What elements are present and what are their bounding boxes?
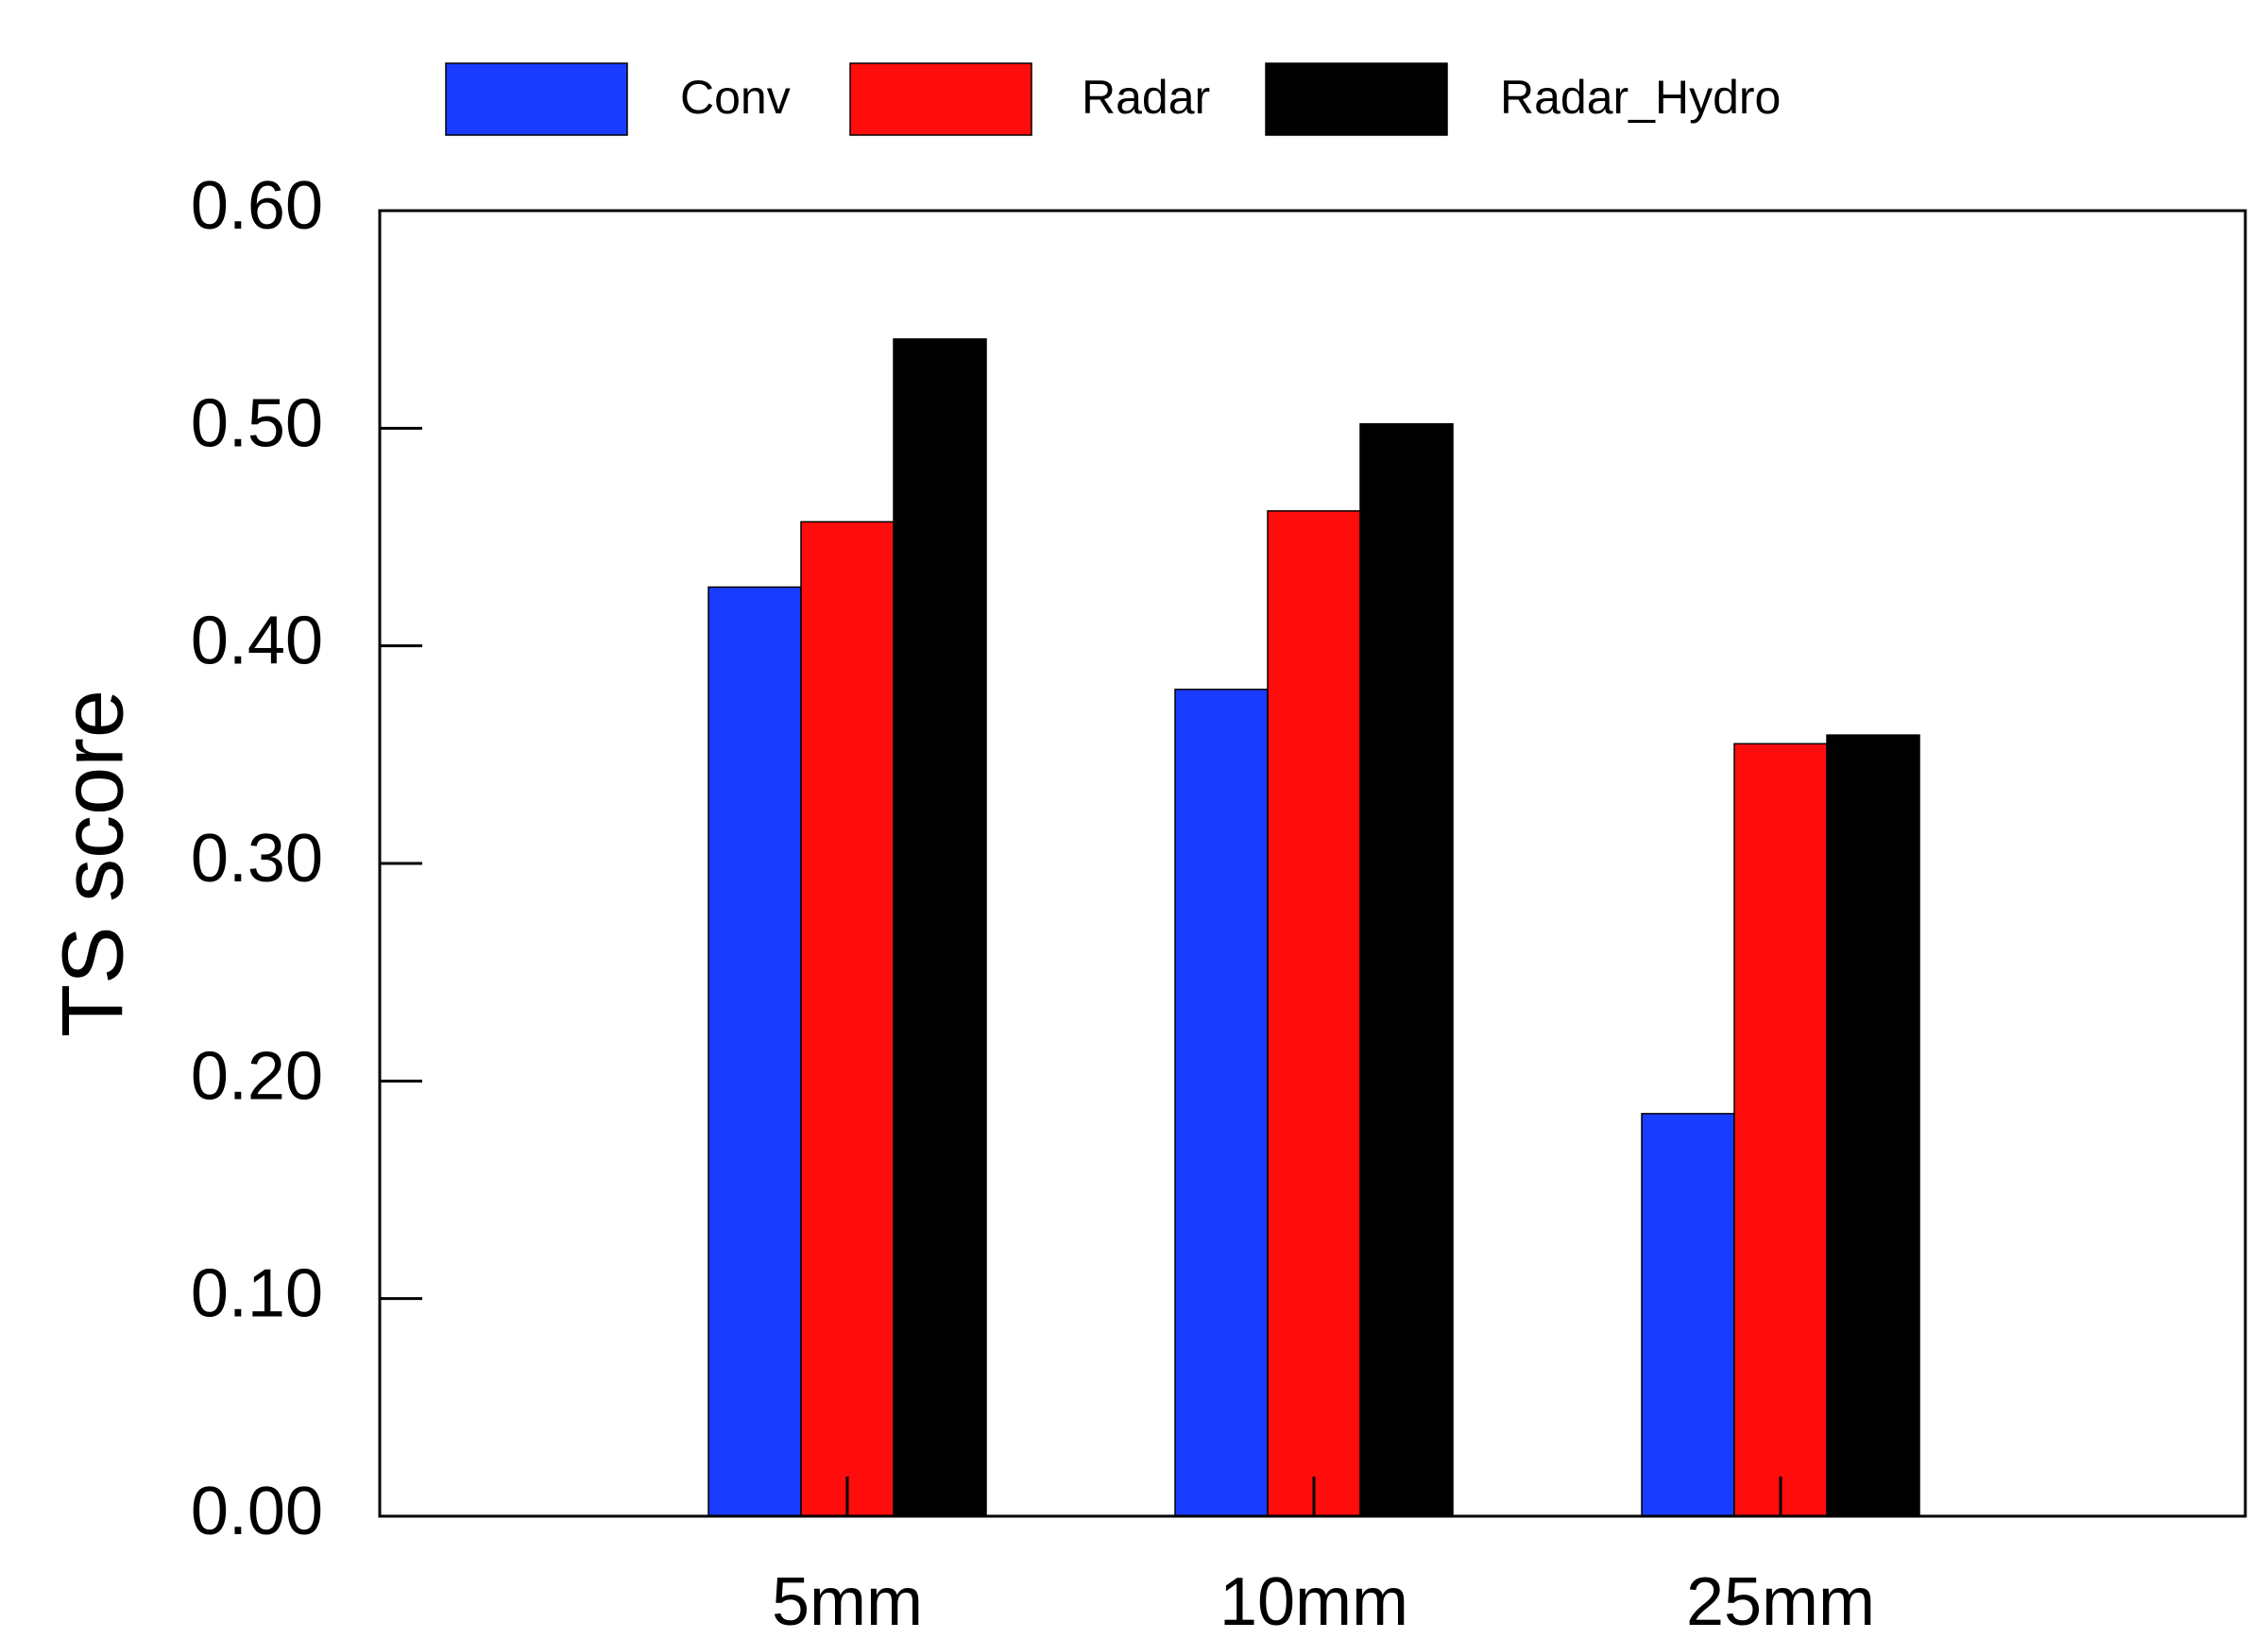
y-axis: 0.00 0.10 0.20 0.30 0.40 0.50 0.60: [191, 168, 422, 1549]
bar-radar-5mm: [800, 521, 895, 1517]
y-tick-label: 0.30: [191, 821, 323, 896]
x-axis: 5mm 10mm 25mm: [772, 1477, 1875, 1639]
y-tick-label: 0.00: [191, 1474, 323, 1549]
legend-swatch-radar-hydro: [1265, 62, 1448, 136]
y-tick-label: 0.50: [191, 385, 323, 461]
x-category-label: 10mm: [1219, 1564, 1408, 1639]
bar-radar-10mm: [1267, 510, 1361, 1517]
y-tick-label: 0.40: [191, 604, 323, 679]
legend-label-radar-hydro: Radar_Hydro: [1500, 71, 1781, 124]
bar-radar-25mm: [1733, 743, 1828, 1517]
y-tick-label: 0.60: [191, 168, 323, 244]
bar-radar-hydro-5mm: [893, 338, 987, 1517]
legend-swatch-conv: [445, 62, 628, 136]
legend-label-radar: Radar: [1082, 71, 1210, 124]
bars-layer: [708, 338, 1920, 1517]
y-tick-label: 0.20: [191, 1038, 323, 1114]
legend-label-conv: Conv: [680, 71, 791, 124]
legend: Conv Radar Radar_Hydro: [445, 62, 1781, 136]
bar-conv-5mm: [708, 586, 802, 1517]
bar-radar-hydro-10mm: [1359, 422, 1454, 1517]
x-category-label: 5mm: [772, 1564, 923, 1639]
bar-radar-hydro-25mm: [1826, 734, 1920, 1517]
bar-conv-25mm: [1641, 1113, 1735, 1517]
x-category-label: 25mm: [1686, 1564, 1875, 1639]
bar-conv-10mm: [1174, 688, 1269, 1517]
y-axis-title: TS score: [44, 690, 141, 1037]
y-tick-label: 0.10: [191, 1256, 323, 1332]
legend-swatch-radar: [849, 62, 1032, 136]
